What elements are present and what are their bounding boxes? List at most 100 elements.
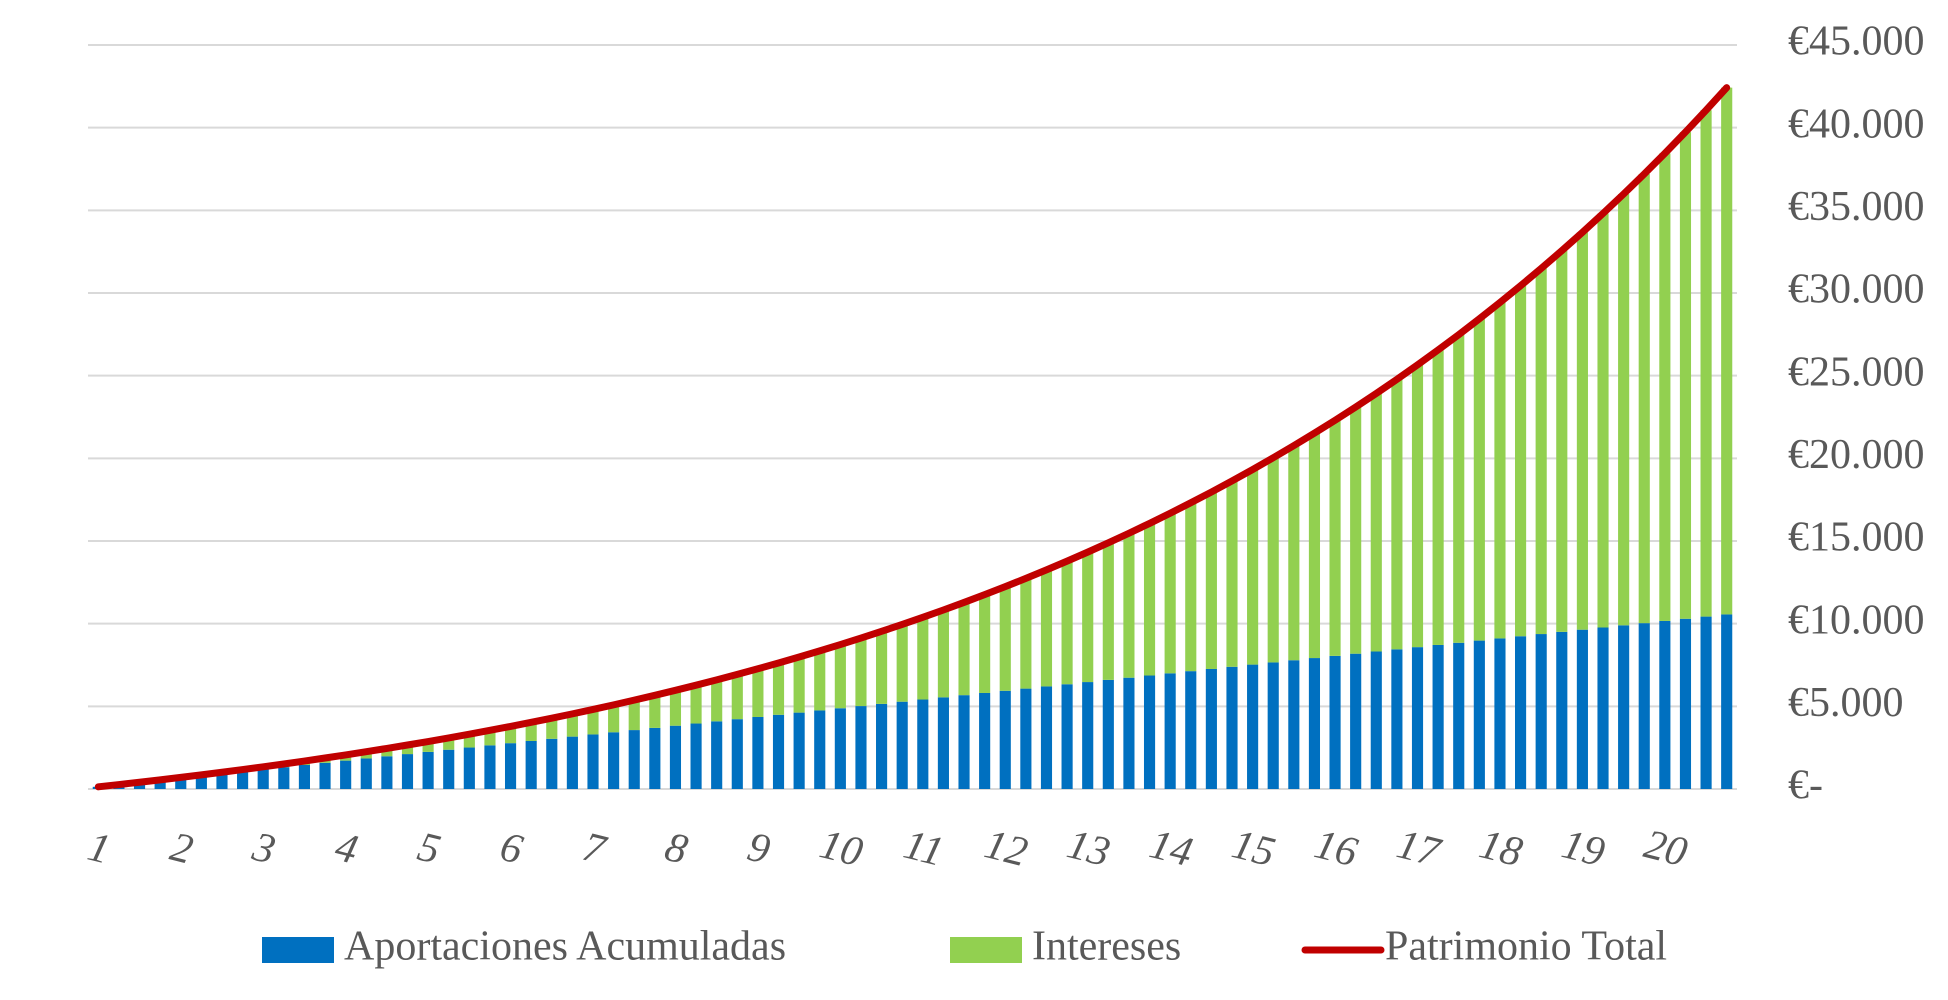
bar (1659, 620, 1671, 789)
bar (401, 745, 414, 755)
x-tick-label: 20 (1640, 821, 1692, 876)
bar (937, 609, 949, 698)
bar (1597, 627, 1609, 789)
legend-swatch (950, 937, 1022, 963)
x-tick-label: 19 (1557, 821, 1609, 876)
bar (1411, 364, 1424, 648)
y-tick-label: €45.000 (1788, 19, 1925, 65)
bar (1329, 420, 1341, 656)
bar (1247, 469, 1259, 665)
bar (1391, 379, 1403, 650)
bar (1308, 433, 1321, 659)
bar (1205, 492, 1217, 669)
bar (1308, 658, 1321, 789)
x-tick-label: 6 (496, 824, 528, 874)
legend-label: Patrimonio Total (1385, 924, 1667, 970)
bar (154, 780, 166, 789)
bar (1556, 250, 1568, 632)
bar (669, 690, 682, 726)
bar (731, 674, 743, 720)
bar (1226, 480, 1238, 667)
bar (1350, 653, 1362, 789)
bar (1535, 634, 1547, 789)
bar (381, 756, 393, 789)
bar (1143, 523, 1156, 676)
bar (649, 727, 661, 789)
bar (628, 730, 640, 789)
bar (1267, 457, 1279, 663)
bar (340, 760, 352, 789)
bar (566, 713, 578, 737)
bar (401, 754, 414, 789)
bar (814, 650, 826, 711)
bar (1226, 666, 1238, 789)
bar (752, 668, 764, 717)
bar (855, 706, 867, 789)
bar (1082, 552, 1094, 683)
bar (525, 740, 537, 789)
bar (484, 745, 496, 789)
bar (443, 749, 455, 789)
bar (772, 714, 785, 789)
y-tick-label: €25.000 (1788, 349, 1925, 395)
bar (669, 725, 682, 789)
y-tick-label: €10.000 (1788, 597, 1925, 643)
bar (1288, 445, 1300, 661)
bar (278, 767, 290, 789)
bar (1205, 668, 1217, 789)
bar (979, 594, 991, 693)
x-tick-label: 1 (83, 824, 115, 874)
bar (1576, 232, 1588, 630)
bar (1370, 393, 1382, 652)
bar (1040, 569, 1053, 687)
bar (731, 719, 743, 789)
bar (1082, 682, 1094, 789)
bar (1040, 686, 1053, 789)
bar (1370, 651, 1382, 789)
y-tick-label: €- (1788, 763, 1823, 809)
bar (546, 718, 558, 739)
x-tick-label: 17 (1392, 821, 1446, 876)
bar (793, 712, 805, 789)
bar (1679, 132, 1692, 619)
bar (1061, 561, 1073, 685)
bar (566, 736, 578, 789)
bar (1185, 502, 1197, 672)
bar (1556, 631, 1568, 789)
bar (1247, 664, 1259, 789)
bar (587, 709, 599, 735)
bar (958, 695, 970, 789)
bar (711, 721, 723, 789)
bar (216, 773, 228, 789)
legend-label: Intereses (1032, 924, 1181, 970)
bar (608, 732, 620, 789)
x-tick-label: 9 (743, 824, 775, 874)
y-tick-label: €35.000 (1788, 184, 1925, 230)
line-series (94, 84, 1731, 791)
bar (690, 723, 702, 789)
bar (855, 638, 867, 707)
legend-swatch (262, 937, 334, 963)
bar (1535, 268, 1547, 635)
bar (1473, 318, 1485, 641)
x-tick-label: 14 (1145, 821, 1197, 876)
bar (1679, 618, 1692, 789)
bar (1102, 542, 1114, 680)
bar (546, 738, 558, 789)
bar (1020, 578, 1032, 689)
bar (896, 624, 908, 702)
bar (1494, 302, 1506, 639)
bar (937, 697, 949, 789)
x-tick-label: 4 (331, 824, 363, 874)
bar (195, 775, 207, 789)
bar (999, 586, 1011, 691)
bar (1123, 677, 1135, 789)
bar (1350, 407, 1362, 654)
bar (443, 737, 455, 750)
x-tick-label: 16 (1310, 821, 1362, 876)
bar (1432, 644, 1444, 789)
bar (237, 771, 249, 789)
bar (1597, 213, 1609, 628)
bar (1020, 688, 1032, 789)
x-tick-label: 11 (899, 822, 948, 876)
